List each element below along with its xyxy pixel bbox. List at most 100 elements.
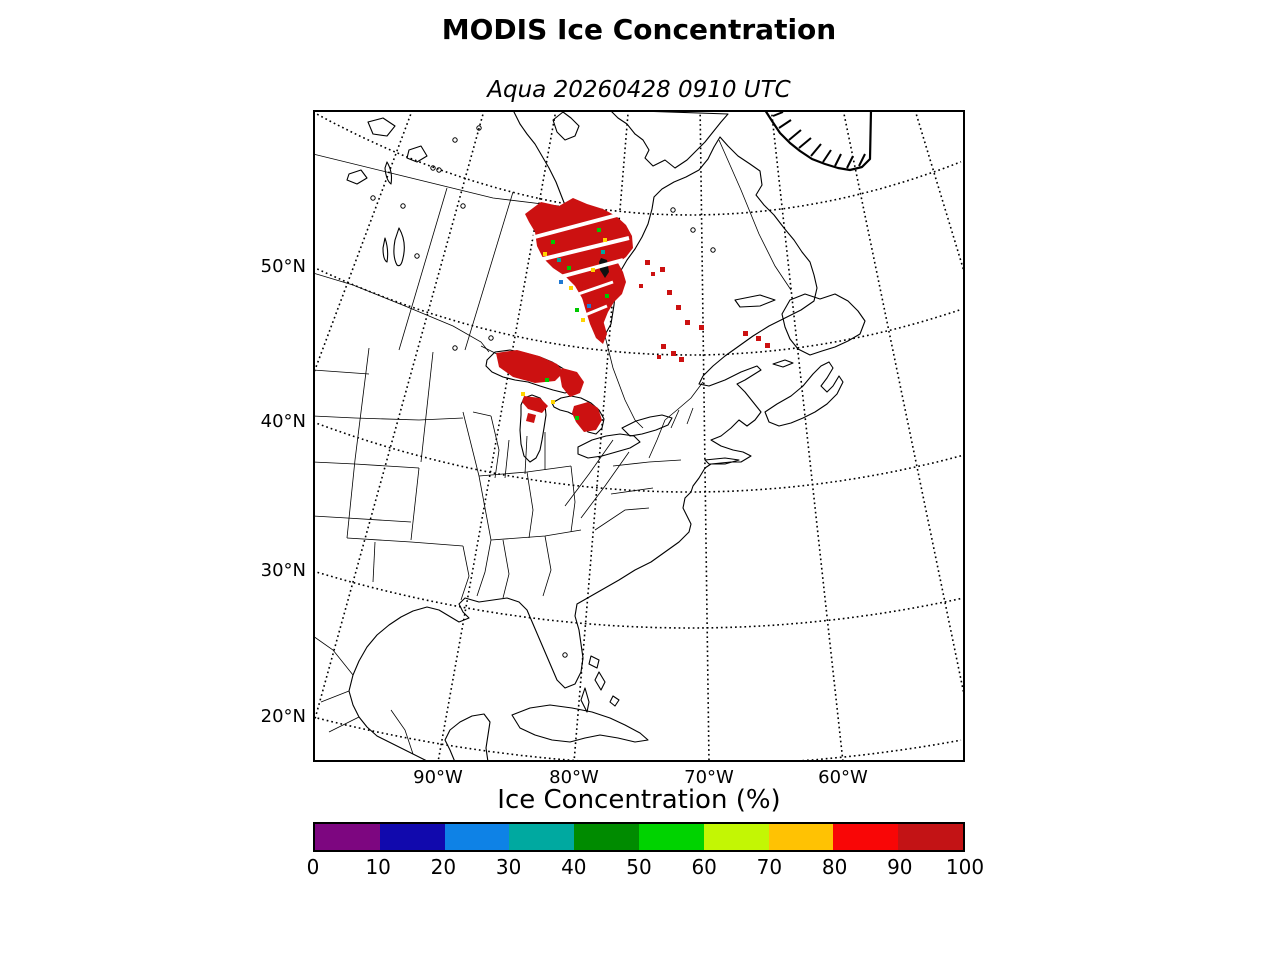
ice-speck-green (545, 378, 549, 382)
small-lake-or-island (430, 165, 436, 171)
political-border (542, 535, 552, 597)
ice-speck-main_red (671, 351, 676, 356)
long-island (704, 457, 740, 465)
ice-speck-green (575, 416, 579, 420)
baffin-island (609, 109, 729, 169)
lake-winnipegosis (382, 237, 389, 263)
ice-speck-green (605, 294, 609, 298)
lake-winnipeg (393, 227, 405, 267)
small-lake-or-island (452, 345, 458, 351)
greenland-coast (763, 108, 873, 172)
political-border (580, 451, 630, 519)
ice-speck-main_red (699, 325, 704, 330)
ice-speck-main_red (667, 290, 672, 295)
meridian-110W (167, 109, 414, 763)
ice-speck-teal (557, 258, 561, 262)
parallel-20N (312, 716, 962, 766)
ice-speck-blue (559, 280, 563, 284)
political-border (312, 415, 420, 421)
colorbar-label: Ice Concentration (%) (497, 785, 781, 815)
small-lake-or-island (436, 167, 442, 173)
ice-speck-yellow (569, 286, 573, 290)
yucatan (444, 713, 491, 763)
bahamas-3 (609, 695, 620, 707)
political-border (320, 690, 350, 703)
ice-speck-main_red (657, 355, 661, 359)
ice-speck-main_red (743, 331, 748, 336)
greenland-fjord-hatch (822, 149, 832, 163)
political-border (564, 439, 614, 507)
political-border (502, 539, 510, 599)
colorbar-tick-10: 10 (365, 855, 391, 879)
political-border (410, 467, 420, 541)
coastlines (346, 108, 873, 763)
small-lake-or-island (562, 652, 568, 658)
arctic-island-1 (367, 117, 396, 137)
ice-speck-main_red (679, 357, 684, 362)
greenland-fjord-hatch (772, 111, 784, 117)
colorbar-tick-60: 60 (691, 855, 717, 879)
lake-superior-west-ice (496, 350, 564, 383)
ice-speck-main_red (645, 260, 650, 265)
political-border (420, 351, 434, 463)
political-border (648, 419, 666, 459)
bahamas-andros (580, 687, 590, 713)
ice-open-water-streak (572, 304, 608, 322)
ice-speck-main_red (661, 344, 666, 349)
map-frame (313, 110, 965, 762)
political-border (472, 411, 492, 417)
political-border (312, 635, 354, 676)
lon-label-70°W: 70°W (684, 767, 734, 788)
small-lake-or-island (460, 203, 466, 209)
small-lake-or-island (476, 125, 482, 131)
ice-speck-main_red (685, 320, 690, 325)
parallel-60N (312, 111, 962, 216)
ice-speck-green (597, 228, 601, 232)
figure-title: MODIS Ice Concentration (441, 13, 837, 46)
colorbar-segment-80-90 (833, 824, 899, 850)
ice-speck-main_red (660, 267, 665, 272)
ice-open-water-streak (530, 212, 622, 240)
map-canvas (167, 108, 1114, 766)
political-border (312, 153, 560, 207)
small-lake-or-island (710, 247, 716, 253)
political-border (603, 331, 644, 429)
cuba (511, 704, 649, 743)
political-border (524, 435, 528, 475)
colorbar-segment-60-70 (703, 824, 769, 850)
political-border (312, 515, 412, 523)
political-border (312, 369, 370, 375)
lat-label-40°N: 40°N (260, 411, 306, 432)
prince-edward-island (772, 359, 794, 368)
political-border (346, 459, 356, 539)
ice-speck-main_red (651, 272, 655, 276)
lake-superior-east-ice (560, 368, 584, 397)
arctic-island-2 (406, 145, 428, 163)
small-lake-or-island (400, 203, 406, 209)
colorbar-tick-70: 70 (756, 855, 783, 879)
graticule (167, 109, 1114, 766)
political-border (346, 537, 464, 547)
political-border (570, 465, 576, 533)
colorbar-segment-90-100 (898, 824, 963, 850)
ice-speck-main_red (765, 343, 770, 348)
map-axes (167, 108, 1114, 766)
bahamas-1 (588, 655, 600, 669)
meridian-100W (302, 109, 485, 763)
lat-label-50°N: 50°N (260, 256, 306, 277)
ice-speck-yellow (543, 252, 547, 256)
greenland-fjord-hatch (846, 155, 854, 169)
ice-speck-yellow (603, 238, 607, 242)
ice-speck-yellow (591, 268, 595, 272)
small-lake-or-island (370, 195, 376, 201)
political-border (610, 487, 654, 495)
lon-label-90°W: 90°W (413, 767, 463, 788)
state-borders (312, 139, 792, 755)
meridian-50W (842, 109, 979, 763)
political-border (464, 191, 514, 351)
political-border (490, 529, 582, 541)
political-border (460, 545, 470, 601)
lake-michigan-ice-dot (526, 413, 536, 423)
ice-speck-green (551, 240, 555, 244)
reindeer-lake (384, 161, 393, 185)
